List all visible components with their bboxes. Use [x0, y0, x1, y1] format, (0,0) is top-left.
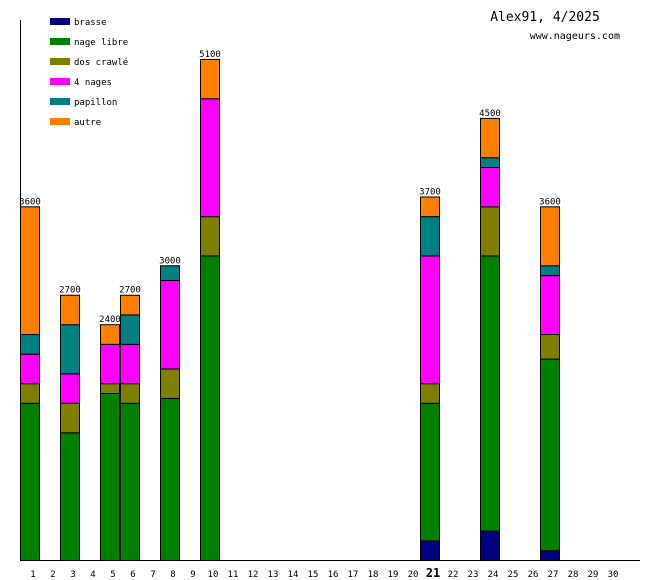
- x-tick-label: 18: [368, 570, 379, 580]
- bar-total-label: 2700: [119, 286, 141, 296]
- bar-segment-day-1-papillon: [20, 334, 40, 355]
- x-tick-label: 7: [150, 570, 155, 580]
- bar-segment-day-24-brasse: [480, 530, 500, 561]
- bar-segment-day-24-dos-crawlé: [480, 206, 500, 257]
- bar-segment-day-1-4-nages: [20, 353, 40, 385]
- x-tick-label: 15: [308, 570, 319, 580]
- x-tick-label: 4: [90, 570, 95, 580]
- bar-segment-day-27-brasse: [540, 550, 560, 561]
- x-tick-label: 26: [528, 570, 539, 580]
- x-tick-label: 11: [228, 570, 239, 580]
- bar-total-label: 3700: [419, 187, 441, 197]
- legend-swatch-4-nages: [50, 78, 70, 85]
- bar-segment-day-3-nage-libre: [60, 432, 80, 561]
- legend-swatch-nage-libre: [50, 38, 70, 45]
- bar-segment-day-21-brasse: [420, 540, 440, 562]
- bar-segment-day-21-4-nages: [420, 255, 440, 385]
- bar-segment-day-10-4-nages: [200, 98, 220, 218]
- bar-total-label: 5100: [199, 50, 221, 60]
- legend-label: dos crawlé: [74, 57, 128, 68]
- site-url: www.nageurs.com: [529, 31, 620, 42]
- bar-total-label: 3600: [19, 197, 41, 207]
- bar-segment-day-6-autre: [120, 294, 140, 316]
- x-tick-label: 17: [348, 570, 359, 580]
- x-tick-label: 2: [50, 570, 55, 580]
- bar-segment-day-1-autre: [20, 206, 40, 336]
- x-tick-label: 9: [190, 570, 195, 580]
- x-tick-label: 22: [448, 570, 459, 580]
- x-tick-label: 5: [110, 570, 115, 580]
- bar-segment-day-24-nage-libre: [480, 255, 500, 532]
- x-tick-label: 29: [588, 570, 599, 580]
- bar-segment-day-6-4-nages: [120, 343, 140, 385]
- bar-segment-day-21-nage-libre: [420, 402, 440, 542]
- bar-total-label: 2400: [99, 315, 121, 325]
- bar-segment-day-1-nage-libre: [20, 402, 40, 561]
- bar-segment-day-27-papillon: [540, 265, 560, 277]
- bar-segment-day-6-nage-libre: [120, 402, 140, 561]
- bar-segment-day-24-papillon: [480, 157, 500, 169]
- legend-label: nage libre: [74, 38, 128, 48]
- x-tick-label: 21: [426, 566, 440, 580]
- x-tick-label: 25: [508, 570, 519, 580]
- x-tick-label: 14: [288, 570, 299, 580]
- chart-title: Alex91, 4/2025: [490, 10, 600, 25]
- x-tick-label: 27: [548, 570, 559, 580]
- bar-segment-day-5-4-nages: [100, 343, 120, 385]
- bar-total-label: 3000: [159, 256, 181, 266]
- bar-segment-day-6-papillon: [120, 314, 140, 345]
- bar-segment-day-27-nage-libre: [540, 358, 560, 552]
- legend-label: 4 nages: [74, 78, 112, 88]
- bar-segment-day-8-nage-libre: [160, 397, 180, 562]
- bar-segment-day-3-dos-crawlé: [60, 402, 80, 434]
- x-tick-label: 20: [408, 570, 419, 580]
- x-tick-label: 1: [30, 570, 35, 580]
- bar-segment-day-10-nage-libre: [200, 255, 220, 561]
- bar-segment-day-5-nage-libre: [100, 392, 120, 561]
- legend-swatch-autre: [50, 118, 70, 125]
- bar-segment-day-3-4-nages: [60, 373, 80, 404]
- x-tick-label: 19: [388, 570, 399, 580]
- x-tick-label: 28: [568, 570, 579, 580]
- x-tick-label: 24: [488, 570, 499, 580]
- bar-segment-day-21-autre: [420, 196, 440, 218]
- legend-swatch-papillon: [50, 98, 70, 105]
- bar-segment-day-8-dos-crawlé: [160, 368, 180, 399]
- legend-label: brasse: [74, 18, 107, 28]
- x-tick-label: 8: [170, 570, 175, 580]
- bar-total-label: 4500: [479, 109, 501, 119]
- bar-total-label: 2700: [59, 286, 81, 296]
- bar-segment-day-8-papillon: [160, 265, 180, 281]
- bar-segment-day-6-dos-crawlé: [120, 383, 140, 404]
- x-tick-label: 23: [468, 570, 479, 580]
- legend-label: papillon: [74, 98, 117, 108]
- bar-segment-day-5-autre: [100, 324, 120, 345]
- legend-swatch-dos-crawlé: [50, 58, 70, 65]
- bar-segment-day-3-papillon: [60, 324, 80, 375]
- x-tick-label: 30: [608, 570, 619, 580]
- bar-segment-day-27-autre: [540, 206, 560, 267]
- bar-segment-day-24-autre: [480, 117, 500, 159]
- x-tick-label: 12: [248, 570, 259, 580]
- x-tick-label: 13: [268, 570, 279, 580]
- x-tick-label: 10: [208, 570, 219, 580]
- bar-total-label: 3600: [539, 197, 561, 207]
- legend-swatch-brasse: [50, 18, 70, 25]
- x-tick-label: 3: [70, 570, 75, 580]
- bar-segment-day-8-4-nages: [160, 280, 180, 370]
- bar-segment-day-27-dos-crawlé: [540, 334, 560, 360]
- bar-segment-day-21-dos-crawlé: [420, 383, 440, 404]
- bar-segment-day-27-4-nages: [540, 275, 560, 336]
- bar-segment-day-5-dos-crawlé: [100, 383, 120, 394]
- bar-segment-day-21-papillon: [420, 216, 440, 257]
- bar-segment-day-10-dos-crawlé: [200, 216, 220, 257]
- legend-label: autre: [74, 118, 101, 128]
- bar-segment-day-10-autre: [200, 58, 220, 100]
- bar-segment-day-1-dos-crawlé: [20, 383, 40, 404]
- x-tick-label: 6: [130, 570, 135, 580]
- x-tick-label: 16: [328, 570, 339, 580]
- bar-segment-day-24-4-nages: [480, 167, 500, 208]
- bar-segment-day-3-autre: [60, 294, 80, 326]
